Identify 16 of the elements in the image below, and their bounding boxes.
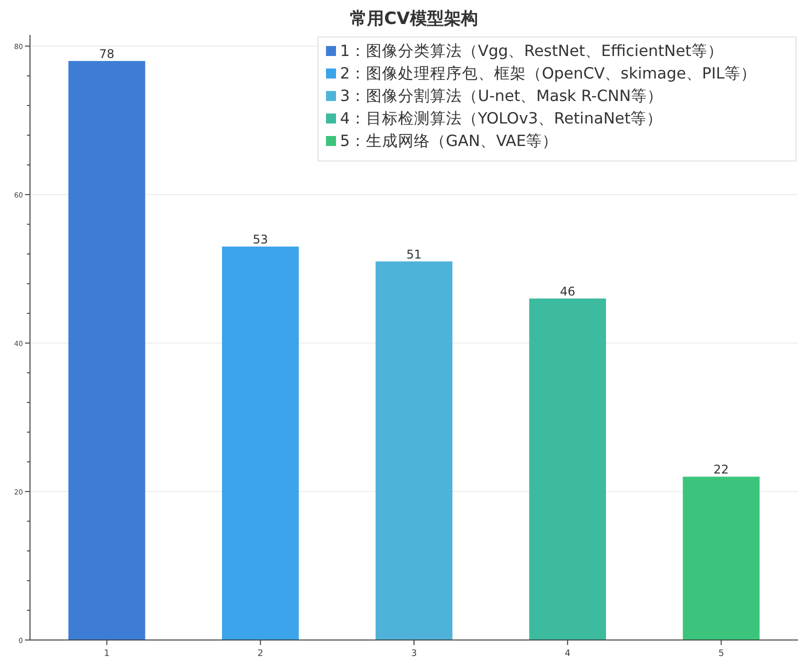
x-tick-label: 1 bbox=[104, 649, 110, 659]
legend-label: 3：图像分割算法（U-net、Mask R-CNN等） bbox=[340, 87, 663, 105]
data-label: 46 bbox=[560, 284, 576, 299]
data-label: 51 bbox=[406, 247, 422, 262]
x-tick-label: 5 bbox=[718, 649, 724, 659]
data-label: 78 bbox=[99, 46, 114, 61]
legend-label: 5：生成网络（GAN、VAE等） bbox=[340, 132, 558, 150]
legend-label: 2：图像处理程序包、框架（OpenCV、skimage、PIL等） bbox=[340, 64, 757, 82]
x-tick-label: 3 bbox=[411, 649, 417, 659]
x-tick-label: 2 bbox=[258, 649, 264, 659]
data-label: 22 bbox=[714, 462, 729, 477]
data-label: 53 bbox=[252, 232, 268, 247]
legend-label: 4：目标检测算法（YOLOv3、RetinaNet等） bbox=[340, 110, 663, 128]
legend-label: 1：图像分类算法（Vgg、RestNet、EfficientNet等） bbox=[340, 42, 724, 60]
x-tick-label: 4 bbox=[564, 649, 571, 659]
chart-title: 常用CV模型架构 bbox=[350, 9, 478, 29]
